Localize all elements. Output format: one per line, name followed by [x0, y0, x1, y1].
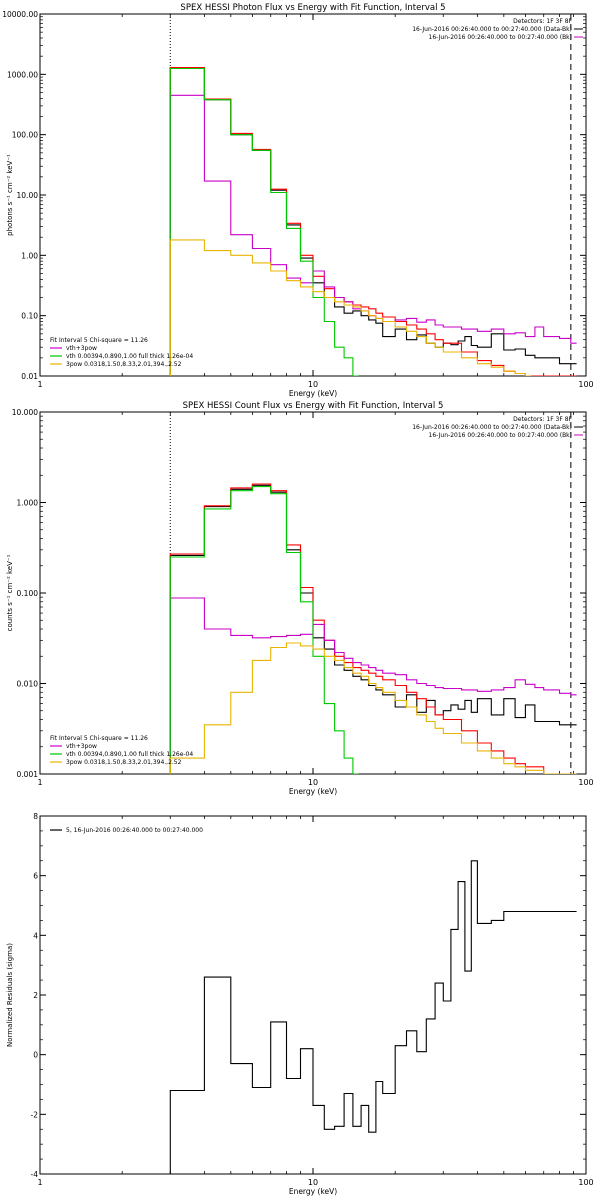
- series-2-line: [169, 597, 577, 774]
- series-1-line: [169, 483, 577, 774]
- y-tick-label: -2: [31, 1110, 39, 1119]
- x-tick-label: 10: [308, 778, 318, 787]
- chart-title: SPEX HESSI Photon Flux vs Energy with Fi…: [180, 3, 445, 13]
- y-tick-label: 0.010: [17, 680, 39, 689]
- y-tick-label: 2: [33, 991, 38, 1000]
- legend-entry-label: vth 0.00394,0.890,1.00 full thick 1.26e-…: [66, 751, 193, 758]
- series-0-line: [169, 860, 577, 1174]
- y-tick-label: 1000.00: [7, 70, 38, 79]
- y-tick-label: -4: [31, 1170, 39, 1179]
- x-axis-label: Energy (keV): [289, 1187, 337, 1196]
- x-tick-label: 100: [578, 1178, 593, 1187]
- legend-entry-label: vth+3pow: [66, 743, 97, 750]
- header-line-2: 16-Jun-2016 00:26:40.000 to 00:27:40.000…: [429, 432, 572, 439]
- y-tick-label: 10.00: [17, 191, 39, 200]
- y-tick-label: 1.00: [21, 251, 38, 260]
- header-line-0: Detectors: 1F 3F 8F: [513, 416, 572, 423]
- y-tick-label: 6: [33, 872, 38, 881]
- header-line-0: Detectors: 1F 3F 8F: [513, 18, 572, 25]
- legend-entry-label: vth 0.00394,0.890,1.00 full thick 1.26e-…: [66, 353, 193, 360]
- x-tick-label: 100: [578, 778, 593, 787]
- plot-area: [169, 860, 577, 1174]
- series-4-line: [169, 642, 577, 774]
- header-line-1: 16-Jun-2016 00:26:40.000 to 00:27:40.000…: [412, 424, 572, 431]
- y-axis-label: counts s⁻¹ cm⁻² keV⁻¹: [6, 554, 14, 631]
- x-tick-label: 1: [37, 380, 42, 389]
- y-tick-label: 0.01: [21, 372, 38, 381]
- y-axis-label: Normalized Residuals (sigma): [6, 943, 14, 1047]
- series-3-line: [169, 486, 359, 774]
- y-tick-label: 0.001: [17, 770, 39, 779]
- y-axis-label: photons s⁻¹ cm⁻² keV⁻¹: [6, 154, 14, 236]
- chart-title: SPEX HESSI Count Flux vs Energy with Fit…: [183, 401, 444, 411]
- legend-entry-label: 3pow 0.0318,1.50,8.33,2.01,394.,2.52: [66, 759, 182, 766]
- plot-area: [169, 14, 577, 376]
- y-tick-label: 0: [33, 1051, 38, 1060]
- header-line-2: 16-Jun-2016 00:26:40.000 to 00:27:40.000…: [429, 34, 572, 41]
- y-tick-label: 8: [33, 812, 38, 821]
- y-tick-label: 4: [33, 931, 38, 940]
- y-tick-label: 10000.00: [2, 10, 38, 19]
- x-tick-label: 100: [578, 380, 593, 389]
- series-2-line: [169, 94, 577, 376]
- y-tick-label: 1.000: [17, 499, 39, 508]
- axes-frame: [39, 815, 587, 1175]
- legend-title: Fit Interval 5 Chi-square = 11.26: [50, 735, 148, 742]
- x-axis-label: Energy (keV): [289, 787, 337, 796]
- header-line-1: 16-Jun-2016 00:26:40.000 to 00:27:40.000…: [412, 26, 572, 33]
- x-tick-label: 1: [37, 1178, 42, 1187]
- y-tick-label: 0.100: [17, 589, 39, 598]
- plot-area: [169, 412, 577, 774]
- y-tick-label: 10.000: [12, 408, 38, 417]
- y-tick-label: 0.10: [21, 312, 38, 321]
- legend-entry-label: 3pow 0.0318,1.50,8.33,2.01,394.,2.52: [66, 361, 182, 368]
- axes-frame: [39, 13, 587, 377]
- x-tick-label: 1: [37, 778, 42, 787]
- series-4-line: [169, 239, 532, 376]
- x-axis-label: Energy (keV): [289, 389, 337, 398]
- x-tick-label: 10: [308, 1178, 318, 1187]
- legend-entry-label: vth+3pow: [66, 345, 97, 352]
- x-tick-label: 10: [308, 380, 318, 389]
- legend-entry-label: 5, 16-Jun-2016 00:26:40.000 to 00:27:40.…: [66, 827, 203, 834]
- series-1-line: [169, 66, 577, 376]
- legend-title: Fit Interval 5 Chi-square = 11.26: [50, 337, 148, 344]
- y-tick-label: 100.00: [12, 131, 38, 140]
- series-3-line: [169, 67, 359, 376]
